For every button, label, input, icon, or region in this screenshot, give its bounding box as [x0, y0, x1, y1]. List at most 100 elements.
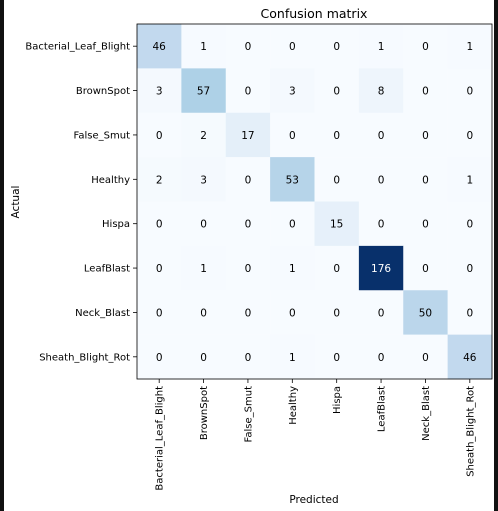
- heatmap-cell: [137, 24, 182, 69]
- heatmap-cells: 46 1 0 0 0 1 0 1 3 57 0 3 0 8 0 0 0 2 17 0 0 0 0 0 2 3 0 53 0 0 0 1 0 0 0 0…: [137, 24, 493, 380]
- cell-value-label: 0: [289, 307, 296, 319]
- cell-value-label: 3: [289, 86, 296, 98]
- heatmap-cell: [181, 24, 227, 69]
- cell-value-label: 1: [378, 41, 385, 53]
- heatmap-cell: [270, 201, 315, 247]
- y-tick-label: Neck_Blast: [75, 308, 130, 319]
- heatmap-cell: [181, 112, 227, 158]
- cell-value-label: 0: [422, 130, 429, 142]
- cell-value-label: 1: [466, 41, 473, 53]
- heatmap-cell: [403, 112, 448, 158]
- cell-value-label: 0: [378, 130, 385, 142]
- heatmap-cell: [358, 112, 404, 158]
- cell-value-label: 1: [289, 352, 296, 364]
- y-axis-label: Actual: [10, 186, 22, 219]
- cell-value-label: 0: [378, 174, 385, 186]
- heatmap-cell: [447, 201, 493, 247]
- cell-value-label: 0: [466, 263, 473, 275]
- cell-value-label: 0: [378, 352, 385, 364]
- x-axis-label: Predicted: [289, 494, 338, 506]
- heatmap-cell: [314, 290, 360, 335]
- heatmap-cell: [181, 245, 227, 291]
- heatmap-cell: [403, 245, 448, 291]
- heatmap-cell: [270, 290, 315, 335]
- cell-value-label: 1: [200, 263, 207, 275]
- cell-value-label: 0: [333, 86, 340, 98]
- cell-value-label: 0: [378, 307, 385, 319]
- cell-value-label: 50: [419, 307, 432, 319]
- cell-value-label: 0: [156, 130, 163, 142]
- y-tick-label: Hispa: [102, 219, 130, 230]
- cell-value-label: 0: [333, 174, 340, 186]
- x-tick-label: BrownSpot: [199, 386, 210, 440]
- heatmap-cell: [270, 334, 315, 380]
- heatmap-cell: [225, 334, 271, 380]
- heatmap-cell: [447, 245, 493, 291]
- cell-value-label: 0: [156, 263, 163, 275]
- cell-value-label: 0: [245, 174, 252, 186]
- heatmap-cell: [314, 201, 360, 247]
- cell-value-label: 0: [200, 352, 207, 364]
- heatmap-cell: [358, 334, 404, 380]
- heatmap-cell: [314, 157, 360, 202]
- heatmap-cell: [137, 157, 182, 202]
- heatmap-cell: [314, 334, 360, 380]
- x-tick-label: LeafBlast: [377, 386, 388, 432]
- heatmap-cell: [225, 245, 271, 291]
- window-edge-right: [494, 0, 498, 511]
- cell-value-label: 0: [289, 41, 296, 53]
- heatmap-cell: [403, 290, 448, 335]
- heatmap-cell: [225, 24, 271, 69]
- cell-value-label: 0: [422, 263, 429, 275]
- heatmap-cell: [447, 112, 493, 158]
- heatmap-cell: [181, 334, 227, 380]
- cell-value-label: 0: [200, 219, 207, 231]
- heatmap-cell: [181, 157, 227, 202]
- cell-value-label: 0: [333, 263, 340, 275]
- x-tick-label: Neck_Blast: [421, 386, 432, 441]
- cell-value-label: 0: [422, 219, 429, 231]
- cell-value-label: 0: [422, 41, 429, 53]
- cell-value-label: 0: [466, 86, 473, 98]
- heatmap-cell: [447, 334, 493, 380]
- heatmap-cell: [270, 68, 315, 114]
- heatmap-cell: [403, 334, 448, 380]
- cell-value-label: 0: [245, 86, 252, 98]
- y-tick-label: BrownSpot: [76, 86, 130, 97]
- cell-value-label: 46: [463, 352, 477, 364]
- heatmap-cell: [137, 290, 182, 335]
- heatmap-cell: [358, 290, 404, 335]
- cell-value-label: 0: [333, 307, 340, 319]
- y-tick-label: Healthy: [91, 175, 130, 186]
- cell-value-label: 0: [466, 130, 473, 142]
- heatmap-cell: [447, 290, 493, 335]
- heatmap-cell: [225, 112, 271, 158]
- cell-value-label: 0: [245, 263, 252, 275]
- x-tick-label: Sheath_Blight_Rot: [465, 386, 476, 477]
- cell-value-label: 176: [371, 263, 391, 275]
- cell-value-label: 0: [422, 86, 429, 98]
- heatmap-cell: [358, 68, 404, 114]
- cell-value-label: 3: [156, 86, 163, 98]
- heatmap-cell: [225, 201, 271, 247]
- heatmap-cell: [403, 157, 448, 202]
- heatmap-cell: [181, 290, 227, 335]
- window-edge-left: [0, 0, 4, 511]
- heatmap-cell: [447, 68, 493, 114]
- cell-value-label: 0: [333, 41, 340, 53]
- cell-value-label: 0: [156, 219, 163, 231]
- cell-value-label: 1: [289, 263, 296, 275]
- heatmap-cell: [314, 68, 360, 114]
- heatmap-cell: [358, 201, 404, 247]
- heatmap-cell: [403, 201, 448, 247]
- heatmap-cell: [403, 24, 448, 69]
- heatmap-cell: [137, 68, 182, 114]
- cell-value-label: 0: [466, 219, 473, 231]
- cell-value-label: 2: [156, 174, 163, 186]
- heatmap-cell: [314, 24, 360, 69]
- cell-value-label: 2: [200, 130, 207, 142]
- cell-value-label: 0: [289, 219, 296, 231]
- cell-value-label: 0: [245, 352, 252, 364]
- cell-value-label: 0: [378, 219, 385, 231]
- cell-value-label: 46: [153, 41, 167, 53]
